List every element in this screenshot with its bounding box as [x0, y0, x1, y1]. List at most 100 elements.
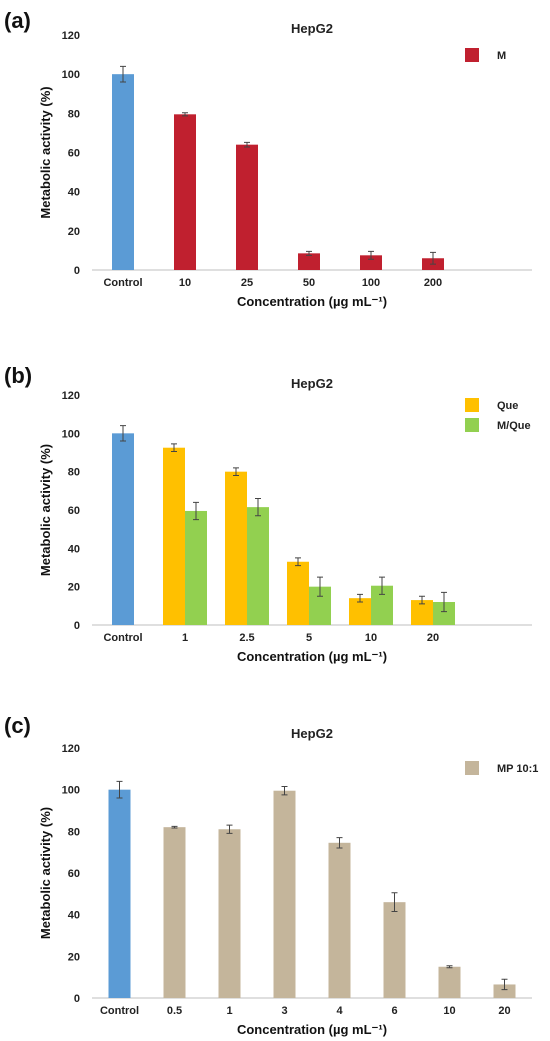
bar-m [236, 144, 258, 270]
y-tick-label: 0 [74, 265, 80, 277]
bar-que [163, 447, 185, 625]
legend-swatch [465, 418, 479, 432]
y-tick-label: 100 [62, 428, 80, 440]
y-tick-label: 60 [68, 868, 80, 880]
x-tick-label: Control [103, 277, 142, 289]
chart-title: HepG2 [291, 726, 333, 741]
x-tick-label: 20 [427, 632, 439, 644]
x-tick-label: 10 [179, 277, 191, 289]
error-bar [120, 65, 126, 83]
legend-label: M [497, 50, 506, 62]
bar-que [411, 600, 433, 625]
y-axis-title: Metabolic activity (%) [38, 807, 53, 939]
legend-label: Que [497, 400, 518, 412]
error-bar [317, 576, 323, 597]
bar-m-que [247, 507, 269, 625]
x-tick-label: 3 [281, 1005, 287, 1017]
error-bar [501, 978, 508, 991]
panel-label: (c) [4, 713, 31, 738]
bar-que [349, 598, 371, 625]
x-tick-label: 200 [424, 277, 442, 289]
y-tick-label: 40 [68, 187, 80, 199]
bar-m [298, 253, 320, 270]
bar-control [112, 74, 134, 271]
bar-m-que [309, 586, 331, 625]
bar-mp-10-1 [273, 790, 296, 998]
y-tick-label: 0 [74, 993, 80, 1005]
error-bar [171, 825, 178, 829]
y-tick-label: 120 [62, 30, 80, 42]
error-bar [281, 786, 288, 796]
bar-m [174, 114, 196, 270]
y-axis-title: Metabolic activity (%) [38, 86, 53, 218]
error-bar [171, 443, 177, 453]
error-bar [357, 593, 363, 603]
legend-swatch [465, 48, 479, 62]
error-bar [116, 780, 123, 799]
chart-title: HepG2 [291, 21, 333, 36]
x-axis-title: Concentration (µg mL⁻¹) [237, 649, 387, 664]
error-bar [233, 467, 239, 476]
bar-mp-10-1 [438, 966, 461, 998]
x-tick-label: 2.5 [239, 632, 254, 644]
chart-panel-3: (c) HepG2 0 20 40 60 80 100 120 Metabolic activit… [4, 713, 538, 1037]
error-bar [391, 892, 398, 913]
bar-mp-10-1 [383, 902, 406, 998]
error-bar [336, 837, 343, 849]
bar-mp-10-1 [218, 829, 241, 998]
panel-label: (b) [4, 363, 32, 388]
bar-control [108, 789, 131, 998]
y-tick-label: 60 [68, 505, 80, 517]
error-bar [379, 576, 385, 595]
y-tick-label: 60 [68, 148, 80, 160]
error-bar [368, 250, 374, 260]
y-tick-label: 40 [68, 543, 80, 555]
y-tick-label: 0 [74, 620, 80, 632]
y-tick-label: 120 [62, 743, 80, 755]
y-tick-label: 80 [68, 108, 80, 120]
x-tick-label: Control [100, 1005, 139, 1017]
chart-panel-1: (a) HepG2 0 20 40 60 80 100 120 Metabolic activit… [4, 8, 532, 309]
error-bar [226, 824, 233, 834]
legend-swatch [465, 761, 479, 775]
x-tick-label: 0.5 [167, 1005, 182, 1017]
y-axis-title: Metabolic activity (%) [38, 444, 53, 576]
bar-m-que [185, 510, 207, 625]
x-tick-label: 10 [443, 1005, 455, 1017]
y-tick-label: 20 [68, 951, 80, 963]
x-tick-label: 100 [362, 277, 380, 289]
x-tick-label: 20 [498, 1005, 510, 1017]
error-bar [446, 965, 453, 969]
legend-swatch [465, 398, 479, 412]
bar-mp-10-1 [163, 827, 186, 998]
legend-label: M/Que [497, 420, 531, 432]
y-tick-label: 100 [62, 785, 80, 797]
bar-m-que [371, 585, 393, 625]
x-tick-label: 1 [182, 632, 188, 644]
error-bar [306, 250, 312, 256]
y-tick-label: 100 [62, 69, 80, 81]
panel-label: (a) [4, 8, 31, 33]
x-tick-label: 4 [336, 1005, 343, 1017]
bar-m [360, 255, 382, 270]
legend-label: MP 10:1 [497, 763, 538, 775]
bar-control [112, 433, 134, 625]
y-tick-label: 20 [68, 582, 80, 594]
bar-mp-10-1 [493, 984, 516, 998]
y-tick-label: 80 [68, 467, 80, 479]
error-bar [120, 425, 126, 442]
error-bar [193, 501, 199, 521]
error-bar [419, 595, 425, 605]
x-tick-label: 50 [303, 277, 315, 289]
bar-mp-10-1 [328, 842, 351, 998]
x-tick-label: 6 [391, 1005, 397, 1017]
y-tick-label: 80 [68, 826, 80, 838]
y-tick-label: 20 [68, 226, 80, 238]
error-bar [182, 112, 188, 117]
y-tick-label: 40 [68, 910, 80, 922]
bar-m-que [433, 602, 455, 625]
x-axis-title: Concentration (µg mL⁻¹) [237, 1022, 387, 1037]
error-bar [430, 251, 436, 265]
